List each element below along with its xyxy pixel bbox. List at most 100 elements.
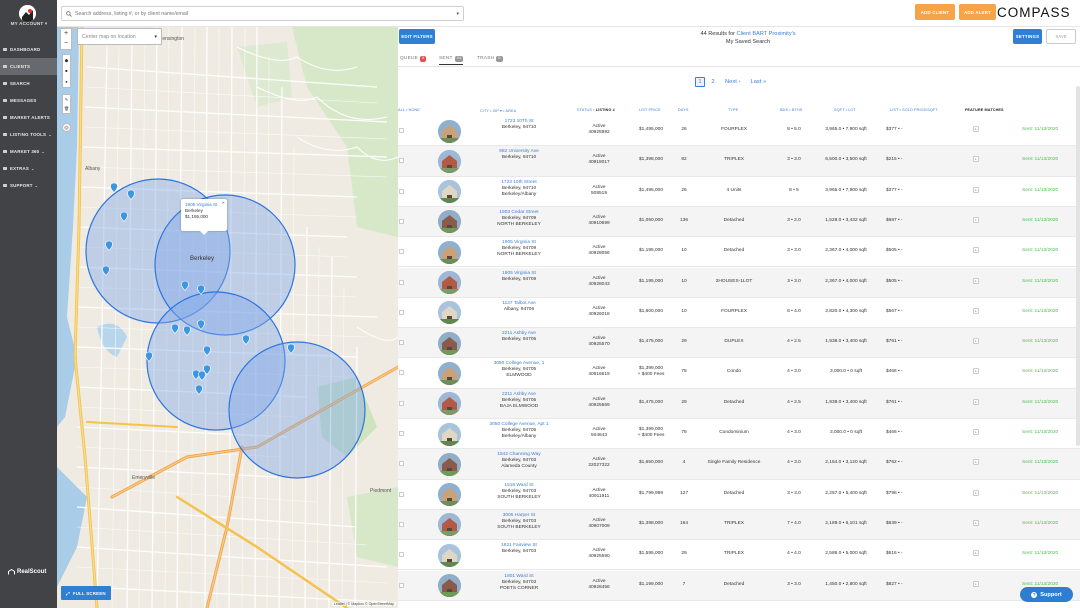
results-scrollbar[interactable] bbox=[1076, 86, 1080, 446]
feature-match-icon[interactable]: ▸ bbox=[973, 580, 979, 587]
listing-photo[interactable] bbox=[438, 271, 461, 294]
col-sqft[interactable]: SQFT • LOT bbox=[834, 108, 856, 112]
support-button[interactable]: ? Support bbox=[1020, 587, 1073, 602]
table-row[interactable]: 1723 10th Street Berkeley, 94710 Berkeley/… bbox=[398, 177, 1080, 207]
feature-match-icon[interactable]: ▸ bbox=[973, 307, 979, 314]
table-row[interactable]: 1137 Talbot Ave Albany, 94706 Active 409260… bbox=[398, 298, 1080, 329]
row-checkbox[interactable] bbox=[399, 582, 404, 588]
listing-address-link[interactable]: 1842 Channing Way bbox=[497, 452, 541, 458]
row-checkbox[interactable] bbox=[399, 491, 404, 497]
tab-queue[interactable]: QUEUE 0 bbox=[400, 56, 427, 62]
row-checkbox[interactable] bbox=[399, 128, 404, 133]
close-icon[interactable]: ✕ bbox=[221, 200, 225, 205]
feature-match-icon[interactable]: ▸ bbox=[973, 126, 979, 132]
feature-match-icon[interactable]: ▸ bbox=[973, 277, 979, 284]
col-price[interactable]: LIST PRICE bbox=[639, 108, 661, 112]
listing-photo[interactable] bbox=[438, 180, 461, 204]
listing-photo[interactable] bbox=[438, 574, 461, 597]
listing-address-link[interactable]: 3050 College Avenue, 1 bbox=[493, 361, 545, 367]
listing-address-link[interactable]: 1905 Virginia St bbox=[502, 270, 536, 276]
sidebar-item-market-alerts[interactable]: MARKET ALERTS bbox=[0, 109, 57, 126]
sidebar-item-dashboard[interactable]: DASHBOARD bbox=[0, 41, 57, 58]
feature-match-icon[interactable]: ▸ bbox=[973, 216, 979, 223]
table-row[interactable]: 3050 College Avenue, Apt 1 Berkeley, 9470… bbox=[398, 419, 1080, 450]
listing-address-link[interactable]: 3050 College Avenue, Apt 1 bbox=[489, 422, 549, 427]
row-checkbox[interactable] bbox=[399, 340, 404, 346]
polygon-draw-icon[interactable]: ⬟ bbox=[64, 57, 69, 63]
listing-photo[interactable] bbox=[438, 149, 461, 173]
row-checkbox[interactable] bbox=[399, 552, 404, 558]
tab-trash[interactable]: TRASH 0 bbox=[477, 56, 503, 62]
col-status[interactable]: STATUS • LISTING # bbox=[577, 108, 615, 112]
row-checkbox[interactable] bbox=[399, 309, 404, 315]
my-account-menu[interactable]: MY ACCOUNT ▾ bbox=[10, 21, 48, 26]
table-row[interactable]: 1723 10Th St Berkeley, 94710 Active 4092599… bbox=[398, 116, 1080, 147]
listing-photo[interactable] bbox=[438, 452, 461, 476]
client-link[interactable]: Client BART Proximity's bbox=[736, 31, 796, 37]
popup-address[interactable]: 1905 Virginia St bbox=[185, 202, 218, 207]
sidebar-item-search[interactable]: SEARCH bbox=[0, 75, 57, 92]
table-row[interactable]: 1821 Fairview St Berkeley, 94703 Active 409… bbox=[398, 540, 1080, 571]
avatar[interactable] bbox=[19, 5, 36, 22]
listing-address-link[interactable]: 1821 Fairview St bbox=[501, 543, 537, 549]
full-screen-button[interactable]: ⤢ FULL SCREEN bbox=[61, 586, 111, 600]
listing-photo[interactable] bbox=[438, 301, 461, 325]
tab-sent[interactable]: SENT 44 bbox=[439, 56, 464, 65]
sidebar-item-clients[interactable]: CLIENTS bbox=[0, 58, 57, 75]
table-row[interactable]: 1518 Ward St Berkeley, 94703 SOUTH BERKELE… bbox=[398, 480, 1080, 510]
last-page-button[interactable]: Last » bbox=[750, 79, 767, 85]
listing-photo[interactable] bbox=[438, 119, 461, 143]
chevron-down-icon[interactable]: ▾ bbox=[456, 11, 459, 17]
row-checkbox[interactable] bbox=[399, 158, 404, 164]
row-checkbox[interactable] bbox=[399, 400, 404, 406]
sidebar-item-messages[interactable]: MESSAGES bbox=[0, 92, 57, 109]
feature-match-icon[interactable]: ▸ bbox=[973, 338, 979, 345]
table-row[interactable]: 1801 Ward St Berkeley, 94703 POETS CORNER A… bbox=[398, 570, 1080, 601]
global-search[interactable]: ▾ bbox=[61, 6, 464, 21]
listing-address-link[interactable]: 1903 Cedar Street bbox=[499, 209, 539, 215]
row-checkbox[interactable] bbox=[399, 218, 404, 224]
listing-address-link[interactable]: 2211 Ashby Ave bbox=[502, 391, 536, 397]
sidebar-item-extras[interactable]: EXTRAS ⌄ bbox=[0, 160, 57, 177]
feature-match-icon[interactable]: ▸ bbox=[973, 186, 979, 193]
row-checkbox[interactable] bbox=[399, 370, 404, 376]
listing-photo[interactable] bbox=[438, 483, 461, 507]
col-ppsf[interactable]: LIST • SOLD PRICE/SQFT bbox=[890, 108, 938, 112]
col-beds[interactable]: BDS • BTHS bbox=[780, 108, 803, 112]
table-row[interactable]: 1905 Virginia St Berkeley, 94709 Active 409… bbox=[398, 267, 1080, 298]
feature-match-icon[interactable]: ▸ bbox=[973, 519, 979, 526]
map-canvas[interactable]: Berkeley Kensington Albany Emeryville Pi… bbox=[57, 27, 398, 608]
table-row[interactable]: 2211 Ashby Ave Berkeley, 94705 Active 40925… bbox=[398, 328, 1080, 359]
edit-filters-button[interactable]: EDIT FILTERS bbox=[399, 29, 435, 44]
map-panel[interactable]: Berkeley Kensington Albany Emeryville Pi… bbox=[57, 27, 398, 608]
feature-match-icon[interactable]: ▸ bbox=[973, 398, 979, 405]
feature-match-icon[interactable]: ▸ bbox=[973, 429, 979, 435]
listing-address-link[interactable]: 1905 Virginia St bbox=[502, 240, 536, 246]
feature-match-icon[interactable]: ▸ bbox=[973, 459, 979, 466]
listing-address-link[interactable]: 982 University Ave bbox=[499, 149, 539, 155]
listing-address-link[interactable]: 1723 10Th St bbox=[504, 119, 534, 124]
row-checkbox[interactable] bbox=[399, 249, 404, 255]
rectangle-draw-icon[interactable]: ■ bbox=[65, 68, 68, 74]
feature-match-icon[interactable]: ▸ bbox=[973, 550, 979, 557]
row-checkbox[interactable] bbox=[399, 461, 404, 467]
listing-address-link[interactable]: 1137 Talbot Ave bbox=[502, 300, 536, 306]
listing-address-link[interactable]: 1801 Ward St bbox=[504, 573, 534, 579]
feature-match-icon[interactable]: ▸ bbox=[973, 247, 979, 254]
zoom-out-button[interactable]: − bbox=[63, 40, 69, 47]
edit-icon[interactable]: ✎ bbox=[64, 97, 69, 102]
listing-photo[interactable] bbox=[438, 331, 461, 355]
listing-address-link[interactable]: 1723 10th Street bbox=[501, 179, 537, 185]
listing-address-link[interactable]: 1518 Ward St bbox=[504, 482, 534, 488]
listing-photo[interactable] bbox=[438, 392, 461, 416]
page-1-button[interactable]: 1 bbox=[695, 77, 705, 87]
table-row[interactable]: 3005 Harper St Berkeley, 94703 SOUTH BERKE… bbox=[398, 509, 1080, 541]
listing-address-link[interactable]: 3005 Harper St bbox=[502, 512, 536, 518]
listing-photo[interactable] bbox=[438, 543, 461, 567]
table-row[interactable]: 2211 Ashby Ave Berkeley, 94705 BAJA ELMWOO… bbox=[398, 388, 1080, 419]
feature-match-icon[interactable]: ▸ bbox=[973, 368, 979, 375]
search-input[interactable] bbox=[75, 10, 445, 17]
listing-photo[interactable] bbox=[438, 513, 461, 537]
col-type[interactable]: TYPE bbox=[728, 108, 739, 112]
save-button[interactable]: SAVE bbox=[1046, 29, 1076, 44]
